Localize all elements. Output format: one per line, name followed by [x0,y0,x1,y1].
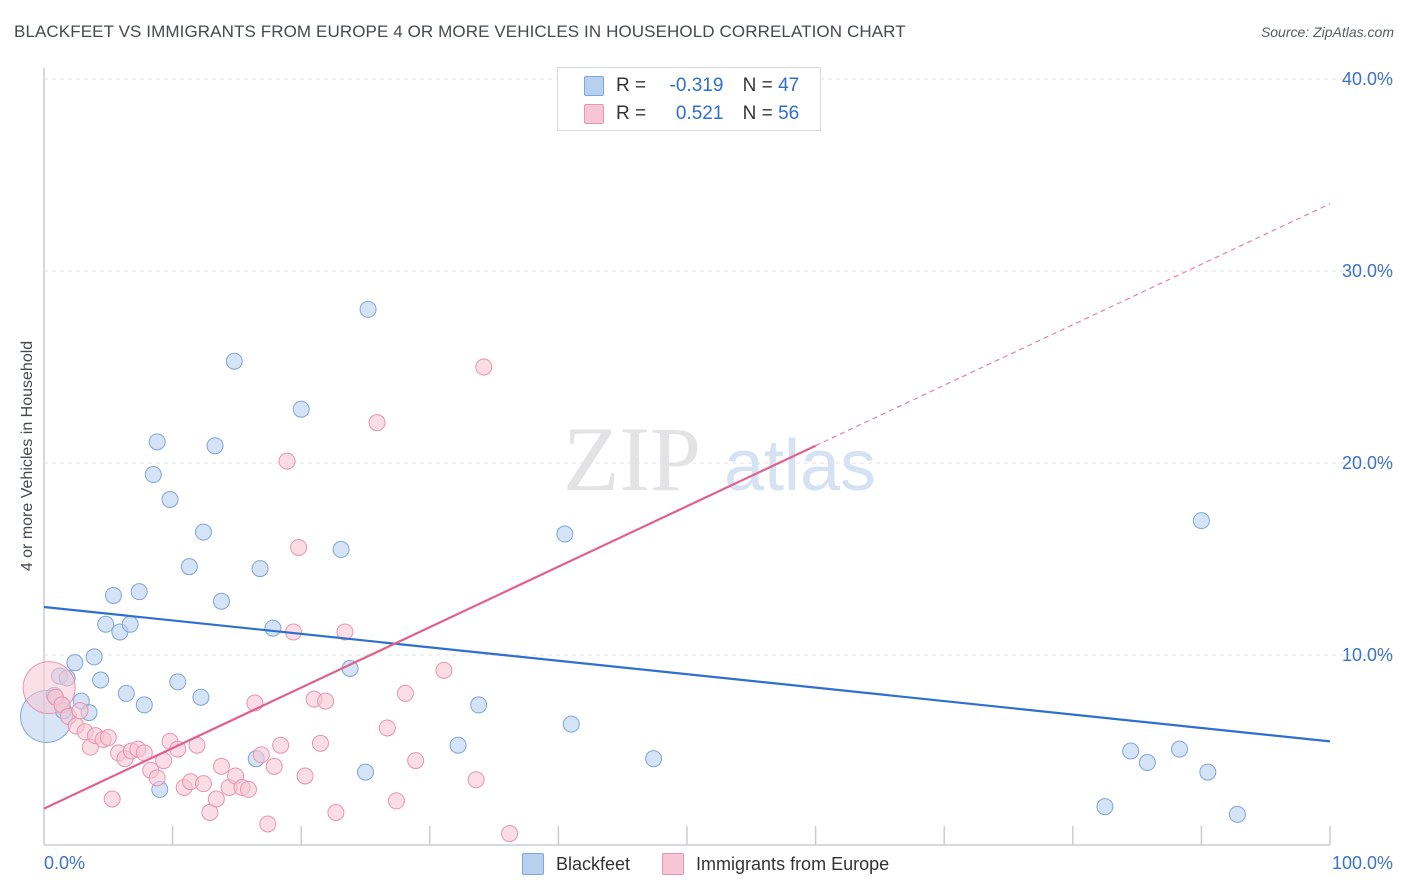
blackfeet-point [1228,805,1246,823]
blackfeet-point [357,763,374,781]
blackfeet-point [1122,742,1140,760]
y-tick-label: 10.0% [1342,645,1393,665]
immigrants-point [296,767,314,785]
blackfeet-point [117,684,135,702]
legend-n-value: 56 [778,103,800,124]
blackfeet-point [251,560,269,578]
correlation-legend: R = -0.319 N = 47 R = 0.521 N = 56 [557,67,821,131]
blackfeet-point [135,696,153,714]
x-tick-label: 100.0% [1332,853,1393,873]
blackfeet-point [332,540,350,558]
legend-n-value: 47 [778,75,800,96]
blackfeet-point [169,673,187,691]
legend-swatch-blue [584,76,604,96]
legend-item-immigrants-from-europe[interactable]: Immigrants from Europe [662,853,889,875]
blackfeet-point [85,648,103,666]
y-tick-label: 30.0% [1342,261,1393,281]
blackfeet-point [562,715,580,733]
immigrants-point [501,825,519,843]
blackfeet-point [194,523,212,541]
blackfeet-trend-line [43,605,1331,743]
legend-n-label: N = [742,103,773,124]
immigrants-point [239,780,257,798]
blackfeet-point [130,583,148,601]
immigrants-point [194,775,212,793]
immigrants-point [317,692,335,710]
blackfeet-point [161,490,179,508]
immigrants-point [148,769,166,787]
immigrants-point [311,734,329,752]
watermark: ZIP atlas [563,408,876,510]
immigrants-point [336,623,354,641]
blackfeet-point [121,615,139,633]
immigrants-point [278,452,296,470]
blackfeet-point [1199,763,1217,781]
immigrants-trend-line-extension [815,203,1331,447]
blackfeet-point [1192,512,1210,530]
legend-r-label: R = [616,75,647,96]
immigrants-point [378,719,396,737]
immigrants-point [99,729,117,747]
immigrants-trend-line [43,444,817,810]
immigrants-point [272,736,290,754]
immigrants-point [467,771,485,789]
immigrants-point [259,815,277,833]
blackfeet-point [359,300,377,318]
blackfeet-point [206,437,224,455]
watermark-atlas: atlas [724,426,876,506]
blackfeet-point [556,525,574,543]
blackfeet-point [144,466,162,484]
blackfeet-point [1138,754,1156,772]
legend-r-label: R = [616,103,647,124]
blackfeet-point [97,615,115,633]
series-legend: Blackfeet Immigrants from Europe [522,852,921,876]
legend-r-value: 0.521 [675,103,724,124]
immigrants-point [396,684,414,702]
legend-swatch-pink [584,104,604,124]
watermark-zip: ZIP [563,408,701,510]
blackfeet-point [449,736,467,754]
chart-title: BLACKFEET VS IMMIGRANTS FROM EUROPE 4 OR… [14,22,906,41]
legend-n-label: N = [742,75,773,96]
immigrants-point [71,702,89,720]
legend-r-value: -0.319 [669,75,724,96]
immigrants-point [435,661,453,679]
immigrants-point [368,414,386,432]
x-tick-label: 0.0% [44,853,85,873]
blackfeet-point [66,654,84,672]
immigrants-point [327,803,345,821]
immigrants-point [265,757,283,775]
blackfeet-point [292,400,310,418]
legend-item-blackfeet[interactable]: Blackfeet [522,853,630,875]
blackfeet-point [180,558,198,576]
legend-swatch-immigrants [662,853,685,875]
blackfeet-point [470,696,488,714]
immigrants-point [407,752,425,770]
immigrants-point [387,792,405,810]
y-tick-label: 40.0% [1342,69,1393,89]
legend-label-blackfeet: Blackfeet [556,853,631,874]
immigrants-point [290,538,308,556]
blackfeet-point [192,688,210,706]
blackfeet-point [645,750,663,768]
legend-label-immigrants: Immigrants from Europe [696,853,890,874]
blackfeet-point [1096,798,1114,816]
blackfeet-point [104,586,122,604]
immigrants-point [252,746,270,764]
immigrants-point [207,790,225,808]
immigrants-point [103,790,121,808]
source-label: Source: ZipAtlas.com [1260,24,1394,40]
blackfeet-point [225,352,243,370]
blackfeet-point [212,592,230,610]
blackfeet-point [264,619,282,637]
blackfeet-point [148,433,166,451]
immigrants-point [475,358,493,376]
y-tick-label: 20.0% [1342,453,1393,473]
blackfeet-point [1171,740,1189,758]
immigrants-point [212,757,230,775]
blackfeet-point [92,671,110,689]
legend-swatch-blackfeet [522,853,544,875]
